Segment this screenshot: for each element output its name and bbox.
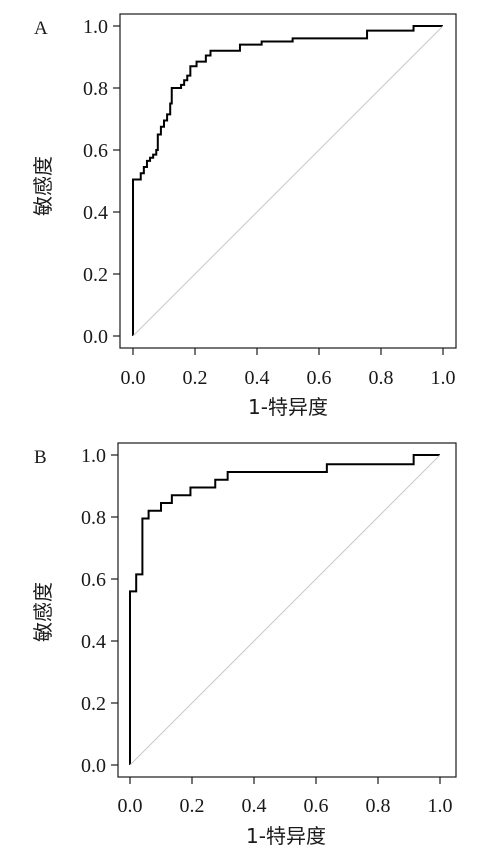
panel-b-x-tick-label: 0.4 — [242, 795, 267, 817]
panel-a-y-tick-label: 0.8 — [83, 78, 108, 100]
panel-a-x-axis-title: 1-特异度 — [248, 395, 328, 419]
panel-a-y-axis-title: 敏感度 — [31, 156, 55, 216]
panel-b-y-tick-label: 0.8 — [81, 507, 106, 529]
panel-b-y-tick-label: 0.6 — [81, 569, 106, 591]
reference-diagonal — [132, 25, 444, 337]
panel-a-y-tick-label: 0.2 — [83, 264, 108, 286]
panel-a-x-tick-label: 0.8 — [369, 367, 394, 389]
panel-a-x-ticks — [132, 348, 444, 355]
panel-b-y-tick-label: 0.4 — [81, 631, 106, 653]
panel-b-x-axis-title: 1-特异度 — [246, 824, 326, 848]
panel-a-x-tick-label: 0.4 — [245, 367, 270, 389]
panel-a: A 0.0 0.2 0.4 0.6 0.8 1.0 0.0 0.2 0.4 0.… — [31, 13, 457, 419]
roc-curve — [132, 25, 443, 336]
panel-b-x-ticks — [129, 777, 441, 784]
panel-a-letter: A — [34, 18, 48, 39]
panel-b-x-tick-label: 1.0 — [428, 795, 453, 817]
panel-a-y-tick-label: 0.0 — [83, 326, 108, 348]
panel-b-y-axis-title: 敏感度 — [31, 582, 55, 642]
panel-a-x-tick-label: 0.0 — [121, 367, 146, 389]
panel-a-y-tick-label: 0.6 — [83, 140, 108, 162]
panel-a-marks — [132, 25, 444, 337]
reference-diagonal — [129, 454, 441, 766]
panel-b-marks — [129, 454, 441, 766]
panel-b-y-tick-label: 0.2 — [81, 693, 106, 715]
panel-b-y-tick-label: 1.0 — [81, 445, 106, 467]
panel-a-x-tick-label: 0.6 — [307, 367, 332, 389]
panel-b-x-tick-label: 0.6 — [304, 795, 329, 817]
panel-b: B 0.0 0.2 0.4 0.6 0.8 1.0 0.0 0.2 0.4 0.… — [31, 442, 457, 848]
panel-b-x-tick-label: 0.0 — [118, 795, 143, 817]
panel-a-y-ticks — [113, 25, 120, 337]
panel-b-y-tick-label: 0.0 — [81, 755, 106, 777]
panel-a-y-tick-label: 0.4 — [83, 202, 108, 224]
panel-b-x-tick-label: 0.2 — [180, 795, 205, 817]
roc-curve — [129, 454, 440, 765]
panel-a-x-tick-label: 0.2 — [183, 367, 208, 389]
panel-a-y-tick-label: 1.0 — [83, 16, 108, 38]
panel-b-letter: B — [34, 447, 47, 468]
panel-b-frame — [117, 442, 457, 778]
panel-a-frame — [119, 13, 457, 349]
panel-b-y-ticks — [111, 454, 118, 766]
panel-a-x-tick-label: 1.0 — [431, 367, 456, 389]
panel-b-x-tick-label: 0.8 — [366, 795, 391, 817]
